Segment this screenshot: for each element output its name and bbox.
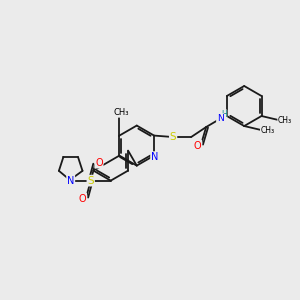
Text: N: N bbox=[67, 176, 74, 186]
Text: S: S bbox=[170, 132, 176, 142]
Text: CH₃: CH₃ bbox=[278, 116, 292, 124]
Text: N: N bbox=[217, 114, 224, 123]
Text: S: S bbox=[87, 176, 94, 186]
Text: O: O bbox=[95, 158, 103, 168]
Text: CH₃: CH₃ bbox=[113, 108, 129, 117]
Text: N: N bbox=[151, 152, 158, 162]
Text: H: H bbox=[221, 110, 226, 119]
Text: O: O bbox=[79, 194, 86, 203]
Text: O: O bbox=[194, 140, 201, 151]
Text: CH₃: CH₃ bbox=[261, 125, 275, 134]
